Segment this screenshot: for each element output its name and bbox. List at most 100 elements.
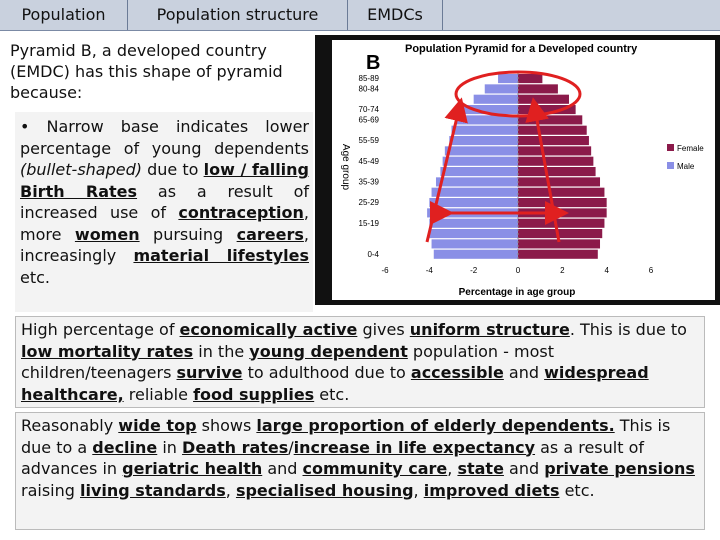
bar-male [433, 249, 518, 259]
bar-female [518, 94, 569, 104]
bullet-text: pursuing [139, 224, 237, 244]
keyword: increase in life expectancy [293, 437, 536, 457]
bottom-text: in [157, 437, 183, 457]
x-axis-label: Percentage in age group [459, 287, 576, 298]
bar-male [429, 218, 518, 228]
bottom-text: and [262, 459, 303, 478]
bullet-text: , increasingly [20, 224, 309, 266]
bottom-text: raising [21, 480, 80, 500]
keyword: community care [302, 459, 448, 478]
intro-text: Pyramid B, a developed country (EMDC) ha… [10, 40, 310, 103]
bullet-text: due to [142, 160, 204, 179]
keyword: geriatric health [122, 459, 263, 478]
bullet-text: Narrow base indicates lower percentage o… [20, 117, 309, 158]
x-tick-label: -6 [381, 266, 389, 275]
chart-title: Population Pyramid for a Developed count… [405, 43, 638, 55]
keyword: food supplies [193, 384, 315, 404]
x-tick-label: -2 [470, 266, 478, 275]
y-tick-label: 25-29 [359, 198, 380, 207]
keyword: decline [92, 437, 158, 457]
bar-female [518, 125, 587, 135]
keyword: material lifestyles [133, 246, 309, 265]
bottom-text: Reasonably [21, 416, 119, 435]
bar-male [498, 74, 518, 84]
bottom-text: , [225, 480, 236, 500]
bullet-text: as a result of increased use of [20, 181, 309, 223]
mid-text: gives [357, 320, 410, 339]
mid-text: to adulthood due to [242, 363, 411, 382]
tab-bar: Population Population structure EMDCs [0, 0, 720, 31]
legend-label: Female [677, 144, 704, 153]
keyword: women [74, 224, 140, 244]
bottom-text: as a result of advances in [21, 437, 645, 479]
x-tick-label: 2 [560, 266, 565, 275]
y-tick-label: 45-49 [359, 157, 380, 166]
keyword: accessible [410, 363, 504, 382]
bar-male [431, 187, 518, 197]
bar-male [473, 94, 518, 104]
legend-swatch [667, 144, 674, 151]
bottom-text: etc. [559, 480, 595, 500]
keyword: uniform structure [409, 320, 570, 339]
bullet-text: etc. [20, 267, 50, 287]
keyword: survive [176, 363, 243, 382]
bar-male [440, 167, 518, 177]
bar-female [518, 115, 583, 125]
x-tick-label: 0 [516, 266, 521, 275]
chart-badge: B [366, 52, 380, 74]
keyword: improved diets [423, 480, 560, 500]
bar-male [435, 177, 518, 187]
mid-text: population - most children/teenagers [21, 341, 554, 383]
keyword: young dependent [249, 341, 408, 361]
keyword: large proportion of elderly dependents. [256, 416, 615, 435]
bar-male [449, 136, 518, 146]
bullet-shape-note: (bullet-shaped) [20, 160, 142, 179]
mid-text: High percentage of [21, 320, 180, 339]
keyword: low / falling Birth Rates [20, 160, 309, 201]
tab-population-structure[interactable]: Population structure [128, 0, 348, 30]
bar-male [429, 229, 518, 239]
bottom-text: and [503, 459, 545, 478]
bottom-text: shows [196, 416, 257, 435]
bottom-text: / [288, 437, 294, 457]
bar-male [444, 146, 518, 156]
legend-swatch [667, 162, 674, 169]
mid-text: . This is due to [569, 320, 687, 339]
bar-male [451, 125, 518, 135]
tab-population[interactable]: Population [0, 0, 128, 30]
population-pyramid-chart: B Population Pyramid for a Developed coun… [332, 40, 715, 300]
bottom-panel: Reasonably wide top shows large proporti… [15, 412, 705, 530]
bar-female [518, 74, 543, 84]
bottom-text: , [447, 459, 458, 478]
keyword: careers [236, 224, 304, 244]
keyword: specialised housing [235, 480, 414, 500]
keyword: economically active [179, 320, 358, 339]
bullet-symbol: • [20, 117, 30, 136]
y-axis-label: Age group [340, 144, 351, 191]
top-ellipse-annotation [454, 70, 582, 118]
bar-male [442, 156, 518, 166]
y-tick-label: 0-4 [367, 250, 379, 259]
bar-female [518, 239, 601, 249]
bar-female [518, 198, 607, 208]
bar-male [431, 239, 518, 249]
bottom-text: This is due to a [21, 416, 671, 457]
tab-emdcs[interactable]: EMDCs [348, 0, 443, 30]
legend-label: Male [677, 162, 695, 171]
bar-female [518, 187, 605, 197]
keyword: widespread healthcare, [21, 363, 649, 404]
bar-female [518, 229, 603, 239]
bar-male [462, 105, 518, 115]
keyword: state [457, 459, 504, 478]
bar-female [518, 146, 592, 156]
mid-text: in the [193, 341, 250, 361]
x-tick-label: -4 [426, 266, 434, 275]
bar-female [518, 136, 589, 146]
y-tick-label: 35-39 [359, 178, 380, 187]
keyword: Death rates [182, 437, 289, 457]
bar-female [518, 177, 601, 187]
mid-panel: High percentage of economically active g… [15, 316, 705, 408]
bottom-text: , [413, 480, 424, 500]
keyword: wide top [118, 416, 197, 435]
keyword: contraception [178, 203, 304, 222]
